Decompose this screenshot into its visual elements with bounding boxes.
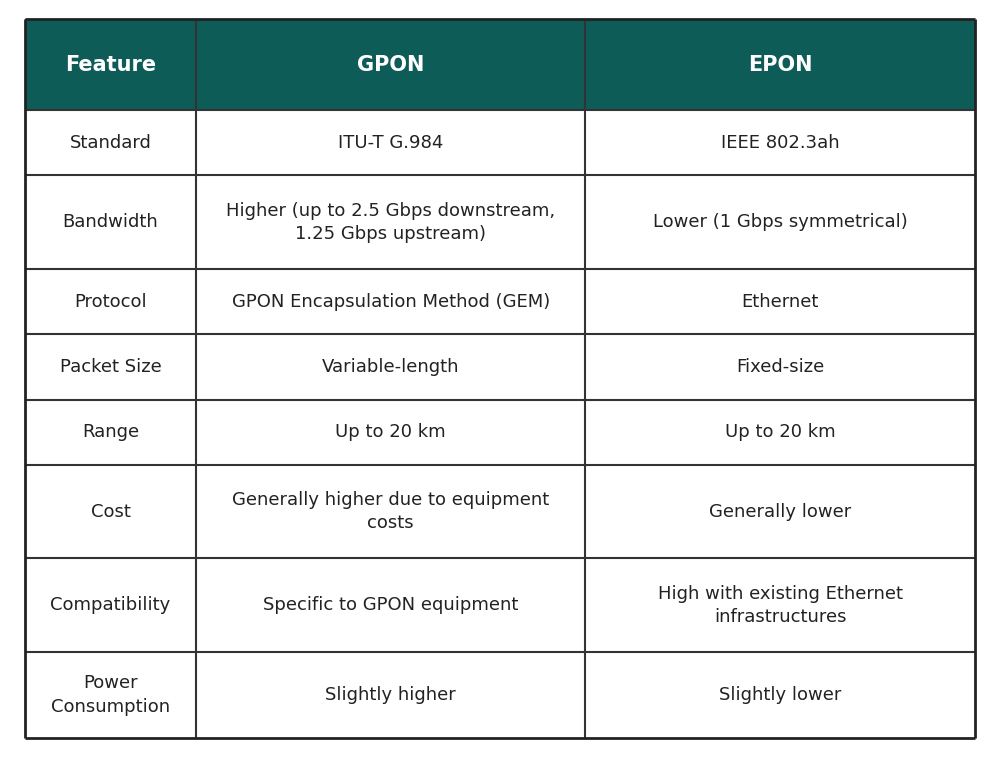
Bar (585, 559, 975, 653)
Text: ITU-T G.984: ITU-T G.984 (338, 134, 443, 152)
Bar (196, 176, 585, 269)
Text: Variable-length: Variable-length (322, 358, 459, 376)
Bar (196, 335, 585, 400)
Bar (25, 19, 196, 111)
Bar (585, 269, 975, 335)
Bar (585, 111, 975, 176)
Text: Protocol: Protocol (74, 293, 147, 311)
Bar (25, 176, 196, 269)
Bar (196, 111, 585, 176)
Bar (196, 653, 585, 738)
Text: Packet Size: Packet Size (60, 358, 161, 376)
Bar (196, 465, 585, 559)
Text: Higher (up to 2.5 Gbps downstream,
1.25 Gbps upstream): Higher (up to 2.5 Gbps downstream, 1.25 … (226, 201, 555, 243)
Bar (585, 176, 975, 269)
Bar (25, 400, 196, 465)
Bar (25, 269, 196, 335)
Bar (585, 19, 975, 111)
Bar (196, 19, 585, 111)
Text: IEEE 802.3ah: IEEE 802.3ah (721, 134, 840, 152)
Text: Feature: Feature (65, 55, 156, 75)
Text: Range: Range (82, 423, 139, 441)
Text: Slightly lower: Slightly lower (719, 686, 841, 704)
Text: Standard: Standard (70, 134, 151, 152)
Bar (585, 465, 975, 559)
Bar (196, 400, 585, 465)
Bar (25, 559, 196, 653)
Text: GPON Encapsulation Method (GEM): GPON Encapsulation Method (GEM) (232, 293, 550, 311)
Text: Up to 20 km: Up to 20 km (725, 423, 836, 441)
Text: Power
Consumption: Power Consumption (51, 674, 170, 716)
Text: Generally higher due to equipment
costs: Generally higher due to equipment costs (232, 491, 549, 532)
Bar (25, 465, 196, 559)
Text: Cost: Cost (91, 503, 130, 521)
Bar (585, 400, 975, 465)
Text: EPON: EPON (748, 55, 812, 75)
Bar (196, 269, 585, 335)
Bar (585, 653, 975, 738)
Text: Compatibility: Compatibility (50, 597, 171, 615)
Bar (25, 111, 196, 176)
Text: Specific to GPON equipment: Specific to GPON equipment (263, 597, 518, 615)
Text: Generally lower: Generally lower (709, 503, 851, 521)
Text: Bandwidth: Bandwidth (63, 213, 158, 232)
Text: Slightly higher: Slightly higher (325, 686, 456, 704)
Bar (196, 559, 585, 653)
Text: High with existing Ethernet
infrastructures: High with existing Ethernet infrastructu… (658, 584, 903, 626)
Bar (25, 653, 196, 738)
Text: GPON: GPON (357, 55, 424, 75)
Text: Ethernet: Ethernet (742, 293, 819, 311)
Text: Fixed-size: Fixed-size (736, 358, 824, 376)
Bar (585, 335, 975, 400)
Bar (25, 335, 196, 400)
Text: Lower (1 Gbps symmetrical): Lower (1 Gbps symmetrical) (653, 213, 908, 232)
Text: Up to 20 km: Up to 20 km (335, 423, 446, 441)
